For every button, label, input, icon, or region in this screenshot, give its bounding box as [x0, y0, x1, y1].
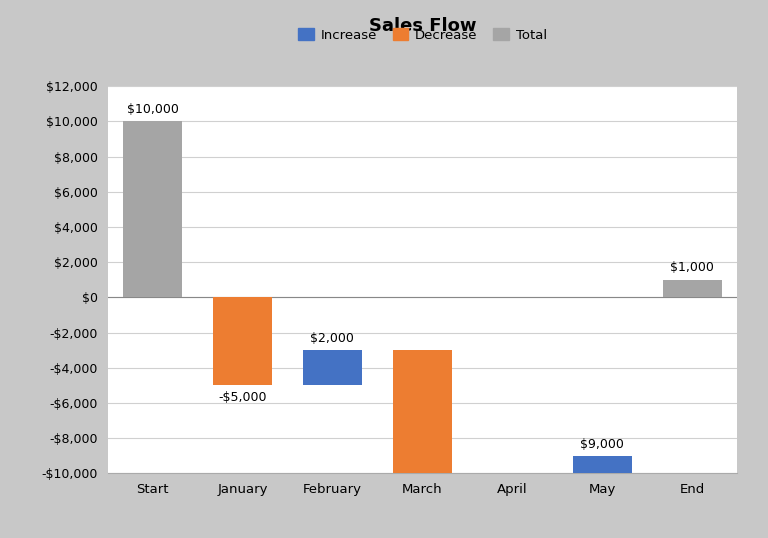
Bar	[303, 350, 362, 385]
Bar	[214, 298, 272, 385]
Bar	[663, 280, 722, 298]
Text: $2,000: $2,000	[310, 332, 354, 345]
Bar	[393, 350, 452, 538]
Title: Sales Flow: Sales Flow	[369, 17, 476, 34]
Bar	[573, 456, 631, 538]
Bar	[123, 121, 182, 298]
Text: $9,000: $9,000	[581, 437, 624, 450]
Text: -$5,000: -$5,000	[218, 391, 266, 404]
Text: $10,000: $10,000	[127, 103, 178, 116]
Legend: Increase, Decrease, Total: Increase, Decrease, Total	[293, 23, 552, 47]
Text: $1,000: $1,000	[670, 261, 714, 274]
